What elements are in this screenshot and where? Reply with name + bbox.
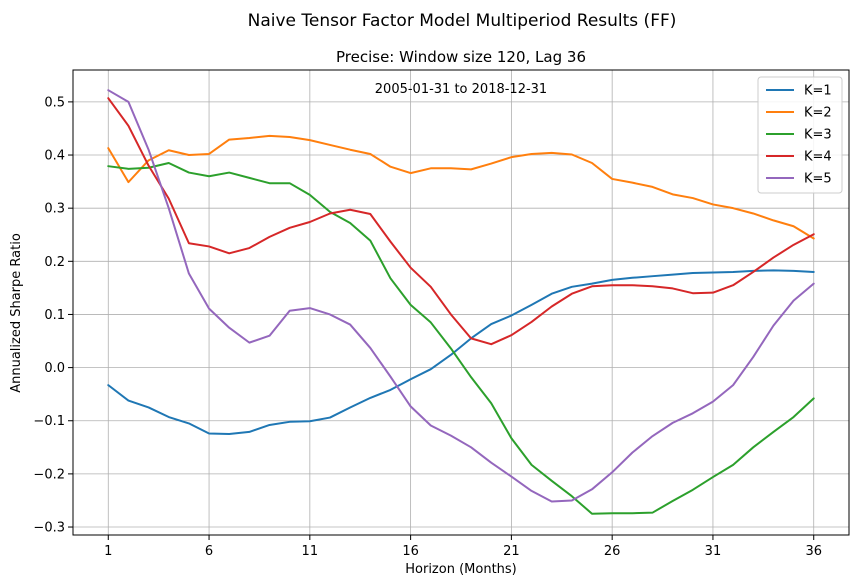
y-tick-label: 0.1 [44,308,65,323]
legend-label: K=2 [804,106,832,121]
y-tick-label: 0.4 [44,149,65,164]
x-tick-label: 31 [705,544,722,559]
y-tick-label: −0.3 [33,521,65,536]
chart-title: Naive Tensor Factor Model Multiperiod Re… [248,11,677,31]
series-line-k4 [107,97,815,346]
legend-label: K=4 [804,150,832,165]
x-tick-label: 16 [402,544,419,559]
x-tick-label: 21 [503,544,520,559]
legend: K=1 K=2 K=3 K=4 K=5 [757,76,843,194]
y-tick-label: 0.0 [44,361,65,376]
legend-label: K=5 [804,172,832,187]
grid-lines [73,70,849,535]
x-tick-label: 11 [302,544,319,559]
chart-subtitle: Precise: Window size 120, Lag 36 [336,48,586,66]
legend-label: K=3 [804,128,832,143]
plot-frame [72,69,850,536]
x-tick-label: 26 [604,544,621,559]
x-axis-ticks: 1 6 11 16 21 26 31 36 [104,535,822,559]
y-tick-label: −0.1 [33,414,65,429]
y-axis-ticks: −0.3 −0.2 −0.1 0.0 0.1 0.2 0.3 0.4 0.5 [33,95,73,536]
series-line-k2 [107,134,815,240]
series-line-k1 [107,269,815,436]
x-tick-label: 6 [205,544,213,559]
x-axis-label: Horizon (Months) [405,562,517,577]
y-tick-label: 0.2 [44,255,65,270]
series-line-k5 [107,89,815,503]
legend-box [757,76,843,194]
y-tick-label: 0.5 [44,95,65,110]
x-tick-label: 1 [104,544,112,559]
legend-label: K=1 [804,84,832,99]
series-lines [107,89,815,515]
y-tick-label: 0.3 [44,202,65,217]
date-range-annotation: 2005-01-31 to 2018-12-31 [375,82,547,97]
series-line-k3 [107,162,815,515]
y-axis-label: Annualized Sharpe Ratio [9,233,24,393]
y-tick-label: −0.2 [33,467,65,482]
x-tick-label: 36 [805,544,822,559]
